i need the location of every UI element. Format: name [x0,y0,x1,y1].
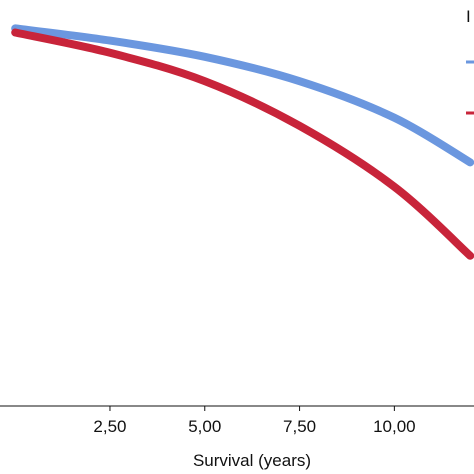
x-axis-title: Survival (years) [193,451,311,470]
series-line-2 [11,28,474,260]
x-tick-label: 10,00 [373,417,416,436]
series-layer [11,24,474,260]
legend-title-fragment: I [466,7,471,26]
series-line-1 [11,24,474,167]
x-tick-label: 2,50 [93,417,126,436]
legend: I [466,7,474,115]
x-ticks: 2,50 5,00 7,50 10,00 [93,406,416,436]
x-tick-label: 7,50 [283,417,316,436]
x-tick-label: 5,00 [188,417,221,436]
